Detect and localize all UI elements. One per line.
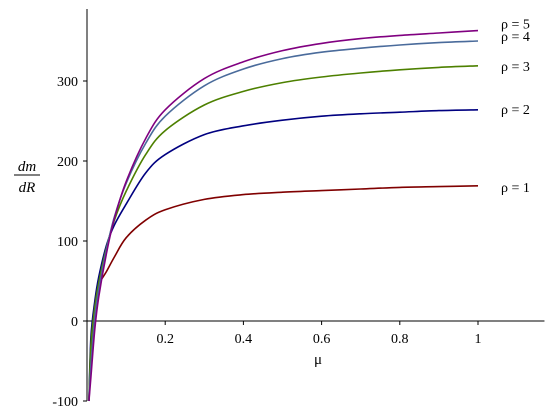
x-tick-label: 0.2 bbox=[156, 332, 174, 347]
x-axis-label: μ bbox=[314, 352, 322, 368]
series-labels: ρ = 1 ρ = 2 ρ = 3 ρ = 4ρ = 5 bbox=[501, 18, 530, 196]
y-tick-label: 100 bbox=[57, 235, 78, 250]
y-axis-label-denominator: dR bbox=[19, 180, 36, 196]
x-tick-label: 0.6 bbox=[313, 332, 331, 347]
axes bbox=[86, 9, 545, 401]
series-line-rho-1 bbox=[88, 185, 479, 402]
x-tick-label: 1 bbox=[475, 332, 482, 347]
y-tick-label: -100 bbox=[52, 395, 78, 410]
y-tick-label: 0 bbox=[71, 315, 78, 330]
series-label-rho-5: ρ = 5 bbox=[501, 18, 530, 33]
series-label-rho-1: ρ = 1 bbox=[501, 181, 530, 196]
y-tick-label: 300 bbox=[57, 75, 78, 90]
x-ticks: 0.2 0.4 0.6 0.8 1 bbox=[156, 321, 482, 347]
series-line-rho-4 bbox=[88, 40, 479, 402]
series-line-rho-5 bbox=[88, 29, 479, 402]
x-tick-label: 0.8 bbox=[391, 332, 409, 347]
y-axis-label: dm dR bbox=[14, 159, 40, 196]
series-label-rho-2: ρ = 2 bbox=[501, 103, 530, 118]
y-axis-label-numerator: dm bbox=[18, 159, 37, 175]
series-label-rho-4: ρ = 4 bbox=[501, 30, 530, 45]
y-ticks: -100 0 100 200 300 bbox=[52, 75, 87, 410]
series-line-rho-3 bbox=[88, 65, 479, 402]
x-tick-label: 0.4 bbox=[235, 332, 253, 347]
series-curves bbox=[88, 29, 479, 402]
series-label-rho-3: ρ = 3 bbox=[501, 60, 530, 75]
y-tick-label: 200 bbox=[57, 155, 78, 170]
series-line-rho-2 bbox=[88, 109, 479, 402]
